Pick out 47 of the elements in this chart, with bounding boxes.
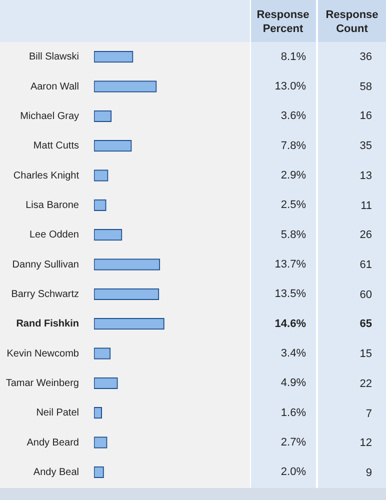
data-label: 60 — [358, 288, 372, 302]
data-label: 22 — [358, 376, 372, 391]
y-tick-label: Aaron Wall — [30, 81, 79, 92]
data-label: 9 — [364, 466, 372, 480]
data-label: 65 — [358, 317, 372, 332]
data-label: 2.5% — [280, 199, 306, 212]
data-label: 13 — [358, 168, 372, 183]
data-label: 35 — [358, 139, 372, 154]
data-label: 12 — [358, 436, 372, 450]
data-label: 5.8% — [280, 228, 306, 241]
text: Response Percent — [256, 8, 310, 37]
y-tick-label: Lisa Barone — [26, 200, 80, 211]
data-label: 3.6% — [280, 110, 306, 122]
data-label: 14.6% — [274, 318, 306, 330]
y-tick-label: Barry Schwartz — [11, 288, 79, 300]
data-label: 13.5% — [274, 288, 306, 300]
data-label: 2.7% — [280, 436, 306, 449]
y-tick-label: Tamar Weinberg — [6, 378, 79, 389]
data-label: 7.8% — [280, 140, 306, 152]
y-tick-label: Bill Slawski — [28, 52, 79, 63]
y-tick-label: Rand Fishkin — [16, 318, 79, 330]
data-label: 1.6% — [280, 406, 306, 419]
data-label: 13.7% — [274, 258, 306, 271]
data-label: 7 — [364, 406, 372, 421]
y-tick-label: Michael Gray — [20, 110, 79, 122]
data-label: 58 — [358, 80, 372, 94]
data-label: 3.4% — [280, 348, 306, 360]
data-label: 61 — [358, 258, 372, 272]
y-tick-label: Andy Beard — [26, 437, 79, 448]
data-label: 26 — [358, 228, 372, 242]
data-label: 11 — [360, 198, 372, 213]
data-label: 16 — [358, 109, 372, 124]
y-tick-label: Charles Knight — [13, 170, 80, 182]
y-tick-label: Andy Beal — [33, 466, 79, 478]
y-tick-label: Danny Sullivan — [12, 259, 79, 270]
data-label: 36 — [358, 50, 372, 64]
data-label: 2.0% — [280, 466, 306, 478]
y-tick-label: Neil Patel — [36, 408, 79, 419]
data-label: 13.0% — [274, 80, 306, 93]
y-tick-label: Matt Cutts — [33, 140, 79, 152]
data-label: 15 — [358, 347, 372, 362]
data-label: 2.9% — [280, 170, 306, 182]
y-tick-label: Kevin Newcomb — [6, 348, 80, 360]
text: Response Count — [324, 8, 380, 37]
data-label: 4.9% — [280, 377, 306, 390]
y-tick-label: Lee Odden — [30, 230, 79, 241]
data-label: 8.1% — [280, 50, 306, 63]
